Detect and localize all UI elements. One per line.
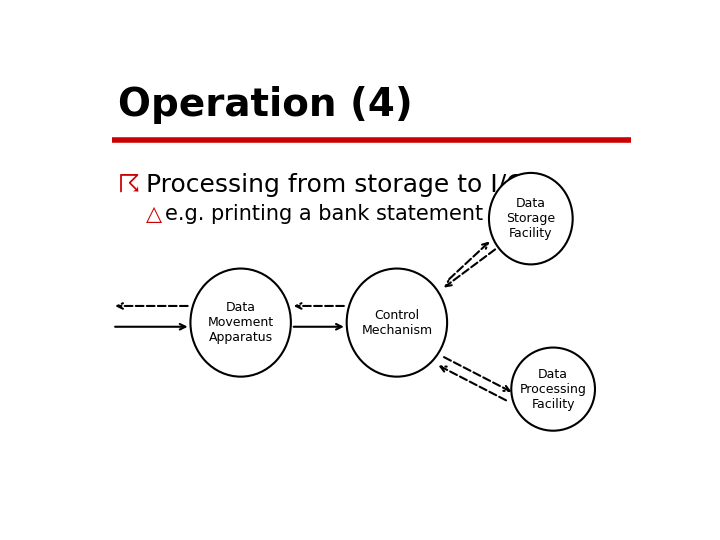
Ellipse shape bbox=[489, 173, 572, 265]
Text: e.g. printing a bank statement: e.g. printing a bank statement bbox=[166, 204, 483, 224]
Text: Control
Mechanism: Control Mechanism bbox=[361, 308, 433, 336]
Ellipse shape bbox=[190, 268, 291, 377]
Text: Data
Storage
Facility: Data Storage Facility bbox=[506, 197, 555, 240]
Text: △: △ bbox=[145, 204, 162, 224]
Text: Operation (4): Operation (4) bbox=[118, 85, 413, 124]
Text: ☈: ☈ bbox=[118, 173, 140, 197]
Text: Processing from storage to I/O: Processing from storage to I/O bbox=[145, 173, 526, 197]
Ellipse shape bbox=[511, 348, 595, 431]
Text: Data
Processing
Facility: Data Processing Facility bbox=[520, 368, 587, 410]
Text: Data
Movement
Apparatus: Data Movement Apparatus bbox=[207, 301, 274, 344]
Ellipse shape bbox=[347, 268, 447, 377]
